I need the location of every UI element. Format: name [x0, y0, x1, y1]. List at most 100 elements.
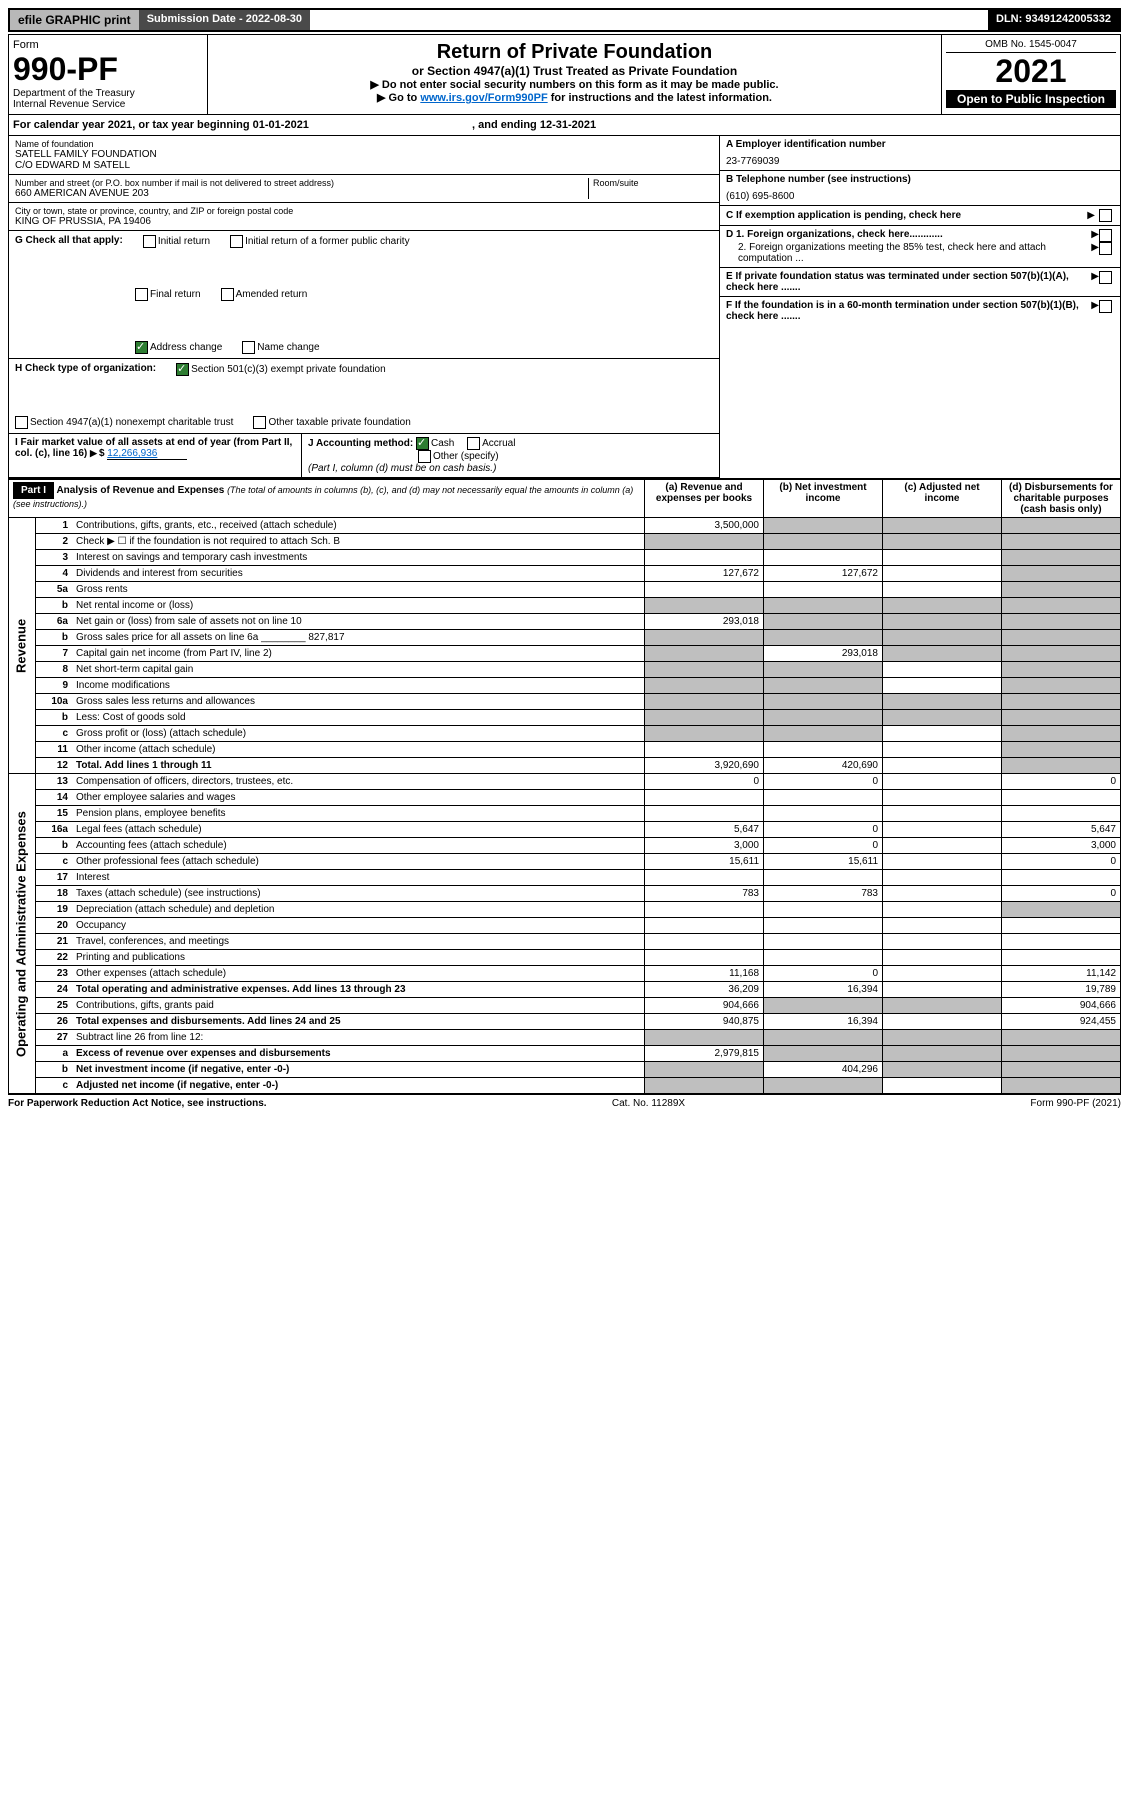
topbar: efile GRAPHIC print Submission Date - 20… [8, 8, 1121, 32]
cell-a [645, 790, 764, 806]
street-label: Number and street (or P.O. box number if… [15, 178, 588, 188]
line-number: 6a [36, 614, 73, 630]
cell-c [883, 806, 1002, 822]
form-header: Form 990-PF Department of the Treasury I… [8, 34, 1121, 115]
cell-b: 0 [764, 774, 883, 790]
table-row: 9Income modifications [9, 678, 1121, 694]
cell-c [883, 838, 1002, 854]
j-note: (Part I, column (d) must be on cash basi… [308, 463, 713, 474]
line-desc: Other income (attach schedule) [72, 742, 645, 758]
cell-c [883, 710, 1002, 726]
line-desc: Travel, conferences, and meetings [72, 934, 645, 950]
table-row: cAdjusted net income (if negative, enter… [9, 1078, 1121, 1094]
line-number: 1 [36, 518, 73, 534]
table-row: 14Other employee salaries and wages [9, 790, 1121, 806]
dept-treasury: Department of the Treasury [13, 88, 203, 99]
cash-cbx[interactable] [416, 437, 429, 450]
amended-return-cbx[interactable] [221, 288, 234, 301]
table-row: 6aNet gain or (loss) from sale of assets… [9, 614, 1121, 630]
table-row: 7Capital gain net income (from Part IV, … [9, 646, 1121, 662]
cell-a: 0 [645, 774, 764, 790]
cell-c [883, 662, 1002, 678]
cell-d: 5,647 [1002, 822, 1121, 838]
line-number: b [36, 838, 73, 854]
e-cbx[interactable] [1099, 271, 1112, 284]
table-row: 15Pension plans, employee benefits [9, 806, 1121, 822]
table-row: 25Contributions, gifts, grants paid904,6… [9, 998, 1121, 1014]
name-change-cbx[interactable] [242, 341, 255, 354]
accrual-cbx[interactable] [467, 437, 480, 450]
initial-return-cbx[interactable] [143, 235, 156, 248]
cell-d [1002, 758, 1121, 774]
cell-c [883, 550, 1002, 566]
line-number: 10a [36, 694, 73, 710]
foundation-name-2: C/O EDWARD M SATELL [15, 160, 713, 171]
line-number: c [36, 726, 73, 742]
cell-c [883, 646, 1002, 662]
name-label: Name of foundation [15, 139, 713, 149]
cell-a [645, 950, 764, 966]
4947-cbx[interactable] [15, 416, 28, 429]
cell-d: 0 [1002, 854, 1121, 870]
instr-link-row: ▶ Go to www.irs.gov/Form990PF for instru… [214, 91, 935, 104]
cell-d: 11,142 [1002, 966, 1121, 982]
line-desc: Gross sales price for all assets on line… [72, 630, 645, 646]
line-number: 18 [36, 886, 73, 902]
cell-d [1002, 678, 1121, 694]
cell-c [883, 566, 1002, 582]
cell-c [883, 886, 1002, 902]
line-desc: Accounting fees (attach schedule) [72, 838, 645, 854]
cell-d: 924,455 [1002, 1014, 1121, 1030]
line-number: b [36, 710, 73, 726]
cell-b [764, 742, 883, 758]
f-cbx[interactable] [1099, 300, 1112, 313]
d2-cbx[interactable] [1099, 242, 1112, 255]
footer-left: For Paperwork Reduction Act Notice, see … [8, 1098, 267, 1109]
cell-a [645, 582, 764, 598]
d1-cbx[interactable] [1099, 229, 1112, 242]
cell-c [883, 534, 1002, 550]
table-row: cGross profit or (loss) (attach schedule… [9, 726, 1121, 742]
footer: For Paperwork Reduction Act Notice, see … [8, 1094, 1121, 1109]
cell-d [1002, 726, 1121, 742]
line-desc: Contributions, gifts, grants paid [72, 998, 645, 1014]
part1-title: Analysis of Revenue and Expenses [56, 485, 224, 496]
ein-value: 23-7769039 [726, 150, 1114, 167]
table-row: 8Net short-term capital gain [9, 662, 1121, 678]
line-number: c [36, 1078, 73, 1094]
info-grid: Name of foundation SATELL FAMILY FOUNDAT… [8, 136, 1121, 479]
table-row: 5aGross rents [9, 582, 1121, 598]
cell-c [883, 1014, 1002, 1030]
cell-b [764, 1046, 883, 1062]
other-method-cbx[interactable] [418, 450, 431, 463]
c-cbx[interactable] [1099, 209, 1112, 222]
fmv-link[interactable]: 12,266,936 [107, 448, 187, 460]
line-number: 9 [36, 678, 73, 694]
cell-a [645, 1078, 764, 1094]
line-desc: Gross profit or (loss) (attach schedule) [72, 726, 645, 742]
table-row: 20Occupancy [9, 918, 1121, 934]
table-row: 12Total. Add lines 1 through 113,920,690… [9, 758, 1121, 774]
cell-b [764, 630, 883, 646]
cell-c [883, 678, 1002, 694]
line-number: 7 [36, 646, 73, 662]
efile-label[interactable]: efile GRAPHIC print [10, 10, 139, 30]
cell-c [883, 998, 1002, 1014]
line-desc: Gross rents [72, 582, 645, 598]
cell-a: 15,611 [645, 854, 764, 870]
line-desc: Total expenses and disbursements. Add li… [72, 1014, 645, 1030]
initial-former-cbx[interactable] [230, 235, 243, 248]
final-return-cbx[interactable] [135, 288, 148, 301]
col-a-hdr: (a) Revenue and expenses per books [645, 480, 764, 518]
irs-link[interactable]: www.irs.gov/Form990PF [420, 92, 547, 104]
501c3-cbx[interactable] [176, 363, 189, 376]
irs-label: Internal Revenue Service [13, 99, 203, 110]
table-row: bGross sales price for all assets on lin… [9, 630, 1121, 646]
other-taxable-cbx[interactable] [253, 416, 266, 429]
g-check-row: G Check all that apply: Initial return I… [9, 231, 719, 359]
table-row: 16aLegal fees (attach schedule)5,64705,6… [9, 822, 1121, 838]
cell-d [1002, 918, 1121, 934]
cell-d [1002, 1046, 1121, 1062]
address-change-cbx[interactable] [135, 341, 148, 354]
cell-a [645, 742, 764, 758]
